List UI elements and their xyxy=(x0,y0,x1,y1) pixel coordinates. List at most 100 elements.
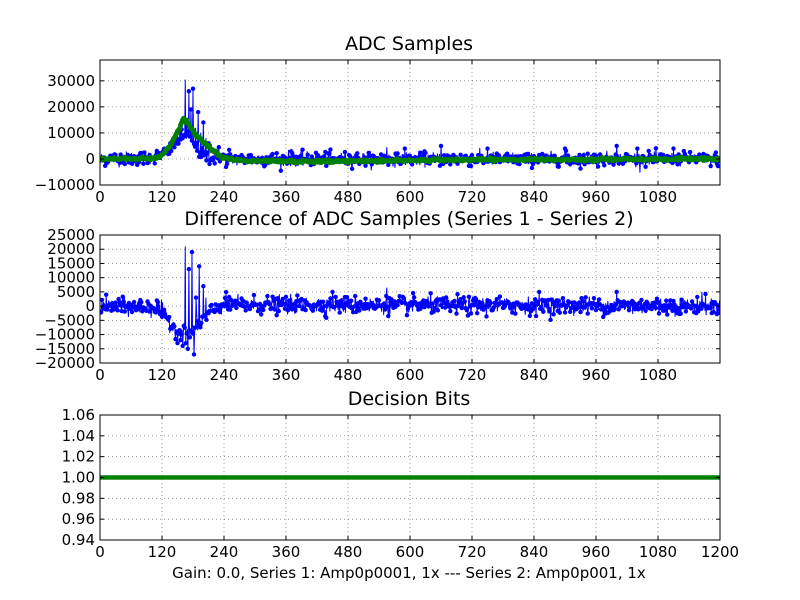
data-point xyxy=(332,304,337,310)
data-point xyxy=(120,294,125,299)
data-point xyxy=(187,134,193,139)
data-point xyxy=(713,150,719,155)
data-point xyxy=(469,152,475,158)
data-point xyxy=(676,306,681,311)
x-tick-label: 840 xyxy=(520,543,549,561)
data-point xyxy=(410,290,416,296)
data-point xyxy=(286,298,292,303)
data-point xyxy=(422,304,427,310)
data-point xyxy=(145,160,150,166)
data-point xyxy=(141,161,146,166)
data-point xyxy=(626,307,632,313)
data-point xyxy=(315,153,321,158)
data-point xyxy=(438,143,444,149)
data-point xyxy=(256,307,262,312)
data-point xyxy=(556,298,561,303)
data-point xyxy=(274,313,279,318)
data-point xyxy=(357,308,362,313)
data-point xyxy=(243,308,248,313)
data-point xyxy=(161,307,167,312)
data-point xyxy=(468,163,474,169)
data-point xyxy=(381,153,387,158)
series-1 xyxy=(100,246,720,357)
data-point xyxy=(355,151,360,156)
data-point xyxy=(665,312,670,317)
x-tick-label: 1080 xyxy=(639,366,677,384)
x-tick-label: 0 xyxy=(95,543,105,561)
data-point xyxy=(185,129,191,134)
data-point xyxy=(432,305,437,311)
data-point xyxy=(186,89,192,94)
data-point xyxy=(190,86,196,91)
data-point xyxy=(278,168,284,173)
data-point xyxy=(533,313,539,319)
x-tick-label: 360 xyxy=(272,543,301,561)
data-point xyxy=(327,151,332,156)
x-axis-label: Gain: 0.0, Series 1: Amp0p0001, 1x --- S… xyxy=(172,564,646,582)
data-point xyxy=(376,298,382,303)
data-point xyxy=(595,164,601,169)
data-point xyxy=(529,165,535,171)
data-point xyxy=(708,163,713,169)
data-point xyxy=(480,300,485,306)
data-point xyxy=(545,303,550,309)
data-point xyxy=(643,164,648,169)
data-point xyxy=(403,301,409,306)
data-point xyxy=(305,152,310,157)
data-point xyxy=(399,300,404,306)
data-point xyxy=(186,266,192,272)
x-tick-label: 120 xyxy=(148,188,177,206)
data-point xyxy=(409,162,415,167)
data-point xyxy=(513,311,518,316)
data-point xyxy=(183,341,188,346)
data-point xyxy=(466,294,472,300)
data-point xyxy=(671,146,676,151)
data-point xyxy=(634,161,639,166)
data-point xyxy=(285,308,291,313)
data-point xyxy=(274,150,279,156)
x-tick-label: 720 xyxy=(458,366,487,384)
data-point xyxy=(139,299,144,305)
x-tick-label: 960 xyxy=(582,366,611,384)
data-point xyxy=(187,335,193,340)
data-point xyxy=(188,107,194,112)
data-point xyxy=(581,152,586,158)
data-point xyxy=(270,151,275,157)
difference-chart: Difference of ADC Samples (Series 1 - Se… xyxy=(35,208,721,384)
data-point xyxy=(530,306,536,312)
data-point xyxy=(532,297,538,302)
data-point xyxy=(597,302,603,307)
data-point xyxy=(228,307,233,312)
data-point xyxy=(663,308,668,313)
data-point xyxy=(204,317,209,322)
data-point xyxy=(349,166,355,171)
data-point xyxy=(122,309,128,314)
chart-title: Difference of ADC Samples (Series 1 - Se… xyxy=(184,208,633,230)
data-point xyxy=(194,148,200,154)
data-point xyxy=(611,162,616,167)
data-point xyxy=(283,294,289,299)
x-tick-label: 240 xyxy=(210,543,239,561)
data-point xyxy=(468,311,474,316)
y-tick-label: 1.00 xyxy=(62,469,95,487)
data-point xyxy=(563,148,569,153)
y-tick-label: 0.98 xyxy=(62,489,95,507)
data-point xyxy=(344,294,350,300)
data-point xyxy=(564,303,570,308)
data-point xyxy=(465,313,471,318)
data-point xyxy=(578,309,583,315)
data-point xyxy=(172,145,177,150)
data-point xyxy=(118,303,123,308)
data-point xyxy=(605,304,610,310)
data-point xyxy=(310,308,316,313)
data-point xyxy=(190,331,196,336)
data-point xyxy=(616,307,621,312)
data-point xyxy=(201,120,206,125)
data-point xyxy=(548,317,553,322)
x-tick-label: 840 xyxy=(520,366,549,384)
data-point xyxy=(551,312,556,317)
data-point xyxy=(169,148,174,154)
data-point xyxy=(267,301,272,307)
data-point xyxy=(485,146,490,151)
data-point xyxy=(350,309,356,315)
